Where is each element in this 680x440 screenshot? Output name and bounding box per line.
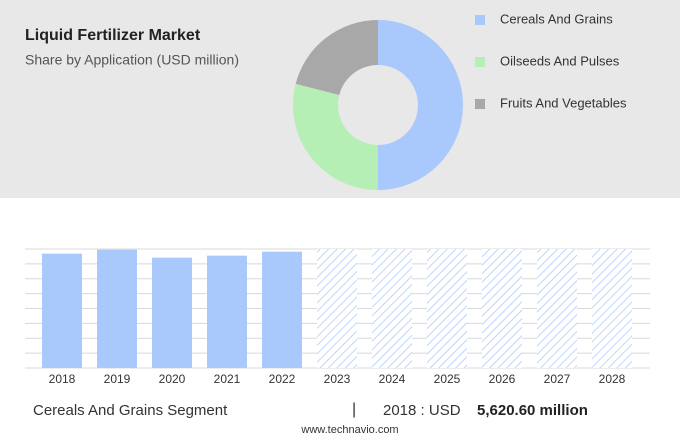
forecast-placeholder: [592, 249, 632, 368]
legend-label: Oilseeds And Pulses: [500, 53, 620, 68]
forecast-placeholder: [372, 249, 412, 368]
donut-slice: [293, 83, 378, 190]
bar: [42, 253, 82, 368]
x-tick-label: 2027: [544, 372, 571, 386]
x-tick-label: 2022: [269, 372, 296, 386]
x-tick-label: 2019: [104, 372, 131, 386]
bar: [262, 251, 302, 368]
x-tick-label: 2023: [324, 372, 351, 386]
x-tick-label: 2026: [489, 372, 516, 386]
bar-chart: 2018 2019 2020 2021 2022 2023 2024 2025 2026 2027…: [25, 248, 650, 386]
legend-swatch: [475, 15, 485, 25]
footer-separator: |: [352, 401, 356, 418]
bar: [97, 249, 137, 368]
footer-year: 2018 : USD: [383, 402, 461, 419]
x-tick-label: 2024: [379, 372, 406, 386]
footer-segment: Cereals And Grains Segment: [33, 402, 228, 419]
footer-source: www.technavio.com: [300, 424, 398, 436]
donut: [293, 20, 463, 190]
legend-label: Cereals And Grains: [500, 11, 613, 26]
x-tick-label: 2020: [159, 372, 186, 386]
bar: [207, 255, 247, 368]
forecast-placeholder: [537, 249, 577, 368]
forecast-placeholder: [317, 249, 357, 368]
legend-swatch: [475, 99, 485, 109]
legend-swatch: [475, 57, 485, 67]
legend: Cereals And Grains Oilseeds And Pulses Fru…: [475, 11, 627, 110]
chart-title: Liquid Fertilizer Market: [25, 27, 201, 44]
donut-slice: [378, 20, 463, 190]
donut-slice: [295, 20, 378, 96]
chart-subtitle: Share by Application (USD million): [25, 52, 239, 68]
x-tick-label: 2028: [599, 372, 626, 386]
forecast-placeholder: [427, 249, 467, 368]
x-tick-label: 2025: [434, 372, 461, 386]
legend-label: Fruits And Vegetables: [500, 95, 627, 110]
x-tick-label: 2021: [214, 372, 241, 386]
forecast-placeholder: [482, 249, 522, 368]
footer-value: 5,620.60 million: [477, 402, 588, 419]
bar: [152, 257, 192, 368]
x-tick-label: 2018: [49, 372, 76, 386]
